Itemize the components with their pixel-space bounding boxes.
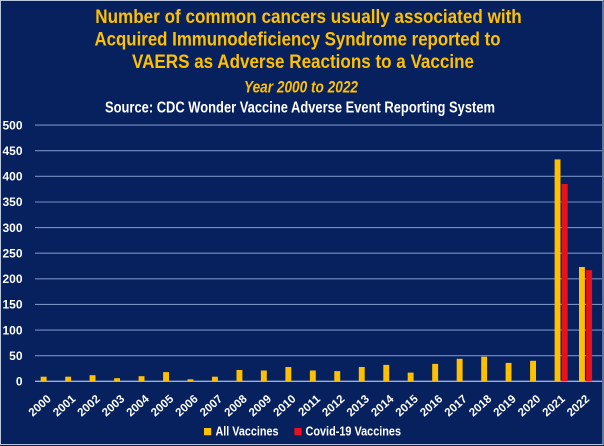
svg-text:400: 400 [2, 170, 22, 184]
svg-text:Source: CDC Wonder Vaccine Adv: Source: CDC Wonder Vaccine Adverse Event… [105, 100, 495, 117]
svg-text:250: 250 [2, 246, 22, 260]
svg-text:50: 50 [9, 349, 23, 363]
svg-text:450: 450 [2, 144, 22, 158]
svg-text:VAERS as Adverse Reactions to: VAERS as Adverse Reactions to a Vaccine [132, 51, 474, 73]
svg-text:500: 500 [2, 118, 22, 132]
svg-text:150: 150 [2, 298, 22, 312]
svg-text:200: 200 [2, 272, 22, 286]
svg-text:Year 2000 to 2022: Year 2000 to 2022 [244, 79, 358, 97]
svg-text:All Vaccines: All Vaccines [216, 425, 279, 439]
svg-text:0: 0 [16, 375, 23, 389]
svg-text:Acquired Immunodeficiency Synd: Acquired Immunodeficiency Syndrome repor… [95, 29, 501, 51]
svg-text:Number of common cancers usual: Number of common cancers usually associa… [95, 6, 522, 28]
svg-text:300: 300 [2, 221, 22, 235]
svg-text:Covid-19 Vaccines: Covid-19 Vaccines [306, 425, 402, 439]
svg-text:100: 100 [2, 323, 22, 337]
svg-text:350: 350 [2, 195, 22, 209]
